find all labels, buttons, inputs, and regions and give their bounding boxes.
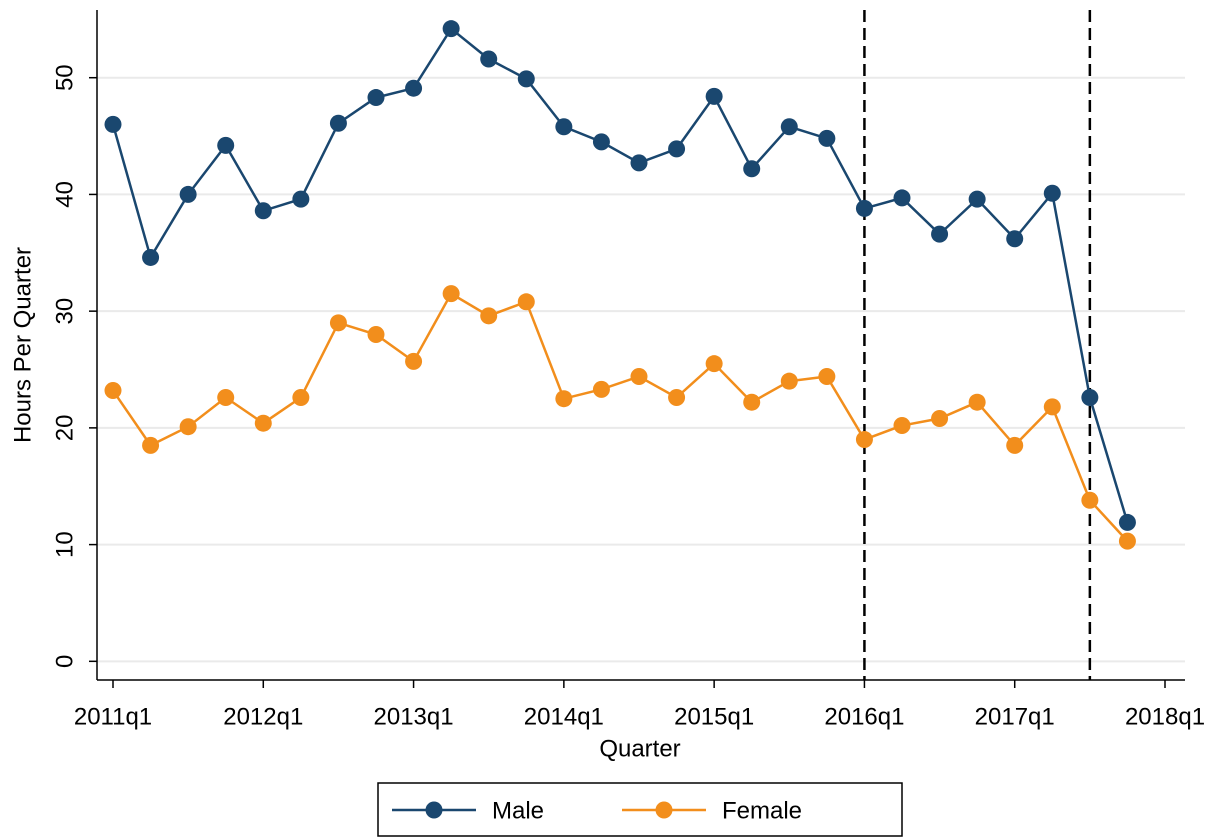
point: [254, 414, 272, 432]
point: [705, 355, 723, 373]
point: [329, 114, 347, 132]
point: [292, 190, 310, 208]
point: [893, 189, 911, 207]
legend-marker: [655, 801, 673, 819]
point: [1043, 398, 1061, 416]
legend-label: Female: [722, 797, 802, 824]
point: [968, 190, 986, 208]
point: [179, 418, 197, 436]
point: [931, 410, 949, 428]
point: [555, 390, 573, 408]
point: [329, 314, 347, 332]
point: [142, 248, 160, 266]
point: [968, 393, 986, 411]
y-tick-label: 40: [51, 181, 78, 208]
x-tick-label: 2017q1: [975, 703, 1055, 730]
point: [1081, 491, 1099, 509]
x-tick-label: 2014q1: [524, 703, 604, 730]
point: [480, 307, 498, 325]
point: [442, 20, 460, 38]
point: [1118, 532, 1136, 550]
point: [405, 79, 423, 97]
point: [893, 417, 911, 435]
point: [367, 89, 385, 107]
point: [217, 389, 235, 407]
point: [743, 160, 761, 178]
x-tick-label: 2011q1: [74, 703, 152, 730]
y-tick-label: 20: [51, 415, 78, 442]
x-tick-label: 2016q1: [824, 703, 904, 730]
point: [1006, 230, 1024, 248]
point: [668, 389, 686, 407]
y-tick-label: 50: [51, 64, 78, 91]
point: [630, 368, 648, 386]
point: [818, 368, 836, 386]
point: [442, 285, 460, 303]
y-axis-label: Hours Per Quarter: [9, 247, 36, 443]
point: [517, 293, 535, 311]
point: [1043, 184, 1061, 202]
point: [1081, 389, 1099, 407]
point: [292, 389, 310, 407]
point: [480, 50, 498, 68]
point: [592, 380, 610, 398]
x-axis-label: Quarter: [599, 735, 680, 762]
point: [1118, 513, 1136, 531]
x-tick-label: 2013q1: [374, 703, 454, 730]
x-tick-label: 2018q1: [1125, 703, 1205, 730]
series-line: [111, 291, 1129, 542]
y-tick-label: 10: [51, 531, 78, 558]
point: [743, 393, 761, 411]
point: [142, 436, 160, 454]
point: [405, 352, 423, 370]
x-tick-label: 2015q1: [674, 703, 754, 730]
point: [517, 70, 535, 88]
point: [592, 133, 610, 151]
legend-label: Male: [492, 797, 544, 824]
point: [855, 431, 873, 449]
legend-marker: [425, 801, 443, 819]
point: [630, 154, 648, 172]
point: [668, 140, 686, 158]
point: [217, 136, 235, 154]
y-tick-label: 30: [51, 298, 78, 325]
x-tick-label: 2012q1: [223, 703, 303, 730]
point: [931, 225, 949, 243]
point: [818, 129, 836, 147]
y-tick-label: 0: [51, 655, 78, 668]
point: [555, 118, 573, 136]
point: [855, 199, 873, 217]
point: [367, 325, 385, 343]
point: [179, 185, 197, 203]
point: [705, 87, 723, 105]
point: [780, 372, 798, 390]
point: [254, 202, 272, 220]
point: [1006, 436, 1024, 454]
series-line: [111, 26, 1129, 523]
point: [104, 382, 122, 400]
point: [104, 115, 122, 133]
point: [780, 118, 798, 136]
